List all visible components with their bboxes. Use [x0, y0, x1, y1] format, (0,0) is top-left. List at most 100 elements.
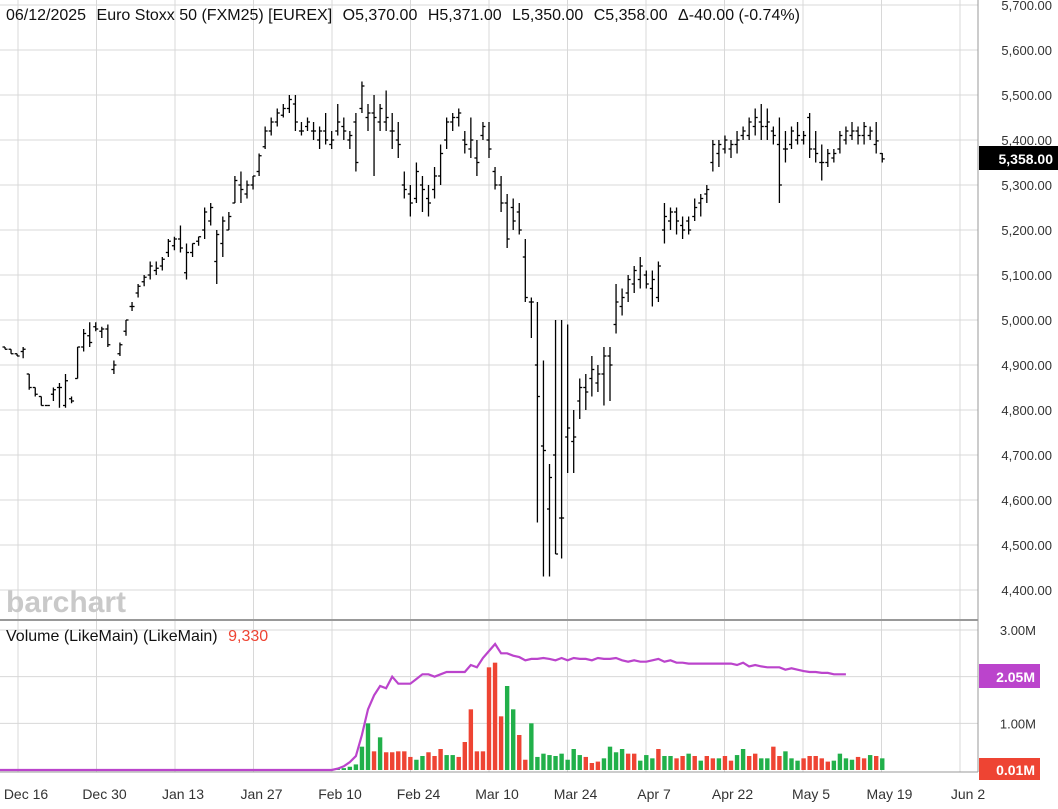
volume-bar [801, 758, 806, 770]
ohlc-bar [123, 319, 129, 336]
price-grid [0, 0, 978, 772]
volume-bar [456, 756, 461, 770]
volume-bar [432, 756, 437, 770]
price-axis: 4,400.00 4,500.00 4,600.00 4,700.00 4,800.00… [1001, 0, 1052, 598]
time-tick-label: Mar 24 [554, 786, 598, 802]
volume-bar [547, 755, 552, 770]
volume-bar [426, 752, 431, 770]
ohlc-bar [583, 374, 589, 410]
volume-average-label: 2.05M [996, 669, 1035, 685]
volume-bar [559, 753, 564, 770]
ohlc-bar [510, 198, 516, 230]
volume-bar [789, 758, 794, 770]
ohlc-bar [728, 140, 734, 158]
time-tick-label: May 5 [792, 786, 830, 802]
volume-bar [825, 761, 830, 770]
ohlc-bar [565, 324, 571, 473]
volume-bar [498, 716, 504, 770]
ohlc-bar [758, 104, 764, 140]
ohlc-bar [99, 326, 105, 338]
volume-bar [504, 686, 510, 770]
time-tick-label: Apr 22 [712, 786, 753, 802]
ohlc-bar [274, 108, 280, 127]
ohlc-bar [764, 108, 770, 140]
ohlc-bar [637, 257, 643, 289]
ohlc-bar [680, 216, 686, 239]
price-tick-label: 5,700.00 [1001, 0, 1052, 13]
ohlc-bar [462, 131, 468, 154]
volume-bar [668, 756, 673, 770]
ohlc-bar [250, 175, 256, 190]
ohlc-bar [341, 117, 347, 140]
volume-bar [390, 752, 395, 770]
volume-bar [583, 756, 588, 770]
watermark: barchart [6, 586, 126, 619]
volume-bar [837, 753, 843, 770]
ohlc-bar [843, 126, 849, 145]
volume-tick-label: 3.00M [1000, 623, 1036, 638]
ohlc-bar [655, 261, 661, 302]
ohlc-bar [450, 113, 456, 131]
volume-bar [450, 755, 455, 770]
volume-bar [765, 758, 770, 770]
ohlc-bar [855, 126, 861, 145]
price-tick-label: 5,300.00 [1001, 178, 1052, 193]
ohlc-bar [782, 131, 788, 163]
ohlc-bar [734, 131, 740, 154]
volume-bar [613, 752, 619, 770]
ohlc-bar [177, 225, 183, 253]
ohlc-bar [486, 122, 492, 158]
ohlc-bar [528, 297, 534, 338]
ohlc-bar [147, 261, 153, 280]
volume-bar [571, 749, 576, 770]
ohlc-bar [813, 131, 819, 163]
volume-bar [480, 751, 486, 770]
ohlc-bar [153, 261, 159, 275]
volume-bar [414, 759, 419, 770]
volume-bar [359, 746, 365, 770]
ohlc-bar [686, 216, 692, 235]
volume-bar [771, 746, 776, 770]
volume-bar [511, 709, 516, 770]
ohlc-bar [262, 126, 268, 149]
volume-bar [462, 742, 467, 770]
volume-bar [517, 735, 522, 770]
ohlc-bar [347, 131, 353, 149]
ohlc-bar [165, 239, 171, 257]
ohlc-bar [32, 386, 38, 397]
ohlc-bar [643, 270, 649, 289]
ohlc-bar [825, 149, 831, 167]
ohlc-bar [401, 171, 407, 199]
volume-bar [855, 756, 861, 770]
ohlc-bar [540, 360, 546, 577]
ohlc-bar [371, 95, 377, 176]
volume-bar [698, 760, 703, 770]
ohlc-bar [668, 207, 673, 230]
volume-bar [347, 766, 353, 770]
volume-bar [492, 662, 498, 770]
ohlc-bar [613, 284, 619, 334]
volume-bar [638, 760, 643, 770]
volume-bar [831, 760, 837, 770]
ohlc-bar [522, 239, 528, 302]
ohlc-bar [553, 320, 559, 555]
ohlc-bar [831, 149, 837, 163]
volume-bar [728, 760, 734, 770]
ohlc-bar [220, 216, 226, 257]
ohlc-bar [244, 180, 250, 199]
price-tick-label: 4,800.00 [1001, 403, 1052, 418]
volume-bar [843, 758, 849, 770]
volume-bar [383, 752, 389, 770]
ohlc-bar [716, 140, 722, 167]
ohlc-bar [438, 144, 444, 185]
volume-bar [686, 753, 691, 770]
ohlc-bar [20, 347, 26, 359]
volume-bar [759, 758, 764, 770]
volume-bar [783, 751, 788, 770]
volume-bar [795, 760, 800, 770]
ohlc-bar [468, 117, 474, 158]
price-tick-label: 4,900.00 [1001, 358, 1052, 373]
ohlc-bar [861, 122, 867, 145]
price-tick-label: 5,400.00 [1001, 133, 1052, 148]
ohlc-bar [516, 203, 522, 235]
